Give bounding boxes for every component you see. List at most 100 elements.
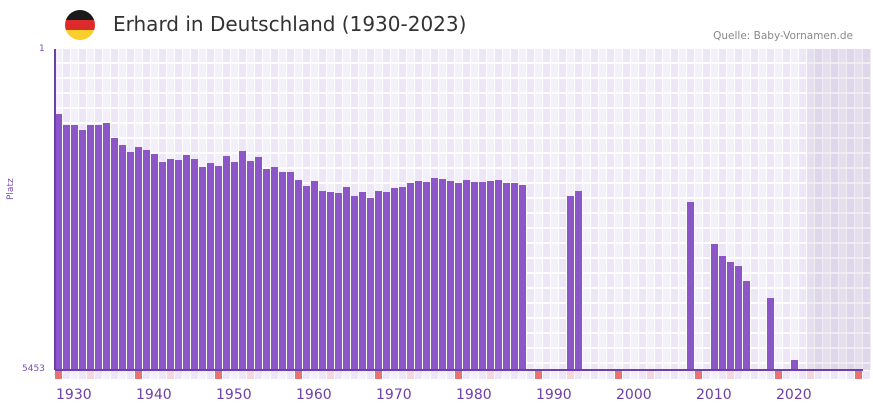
bar-1995[interactable]	[575, 191, 582, 370]
year-marker	[175, 371, 182, 379]
bar-1948[interactable]	[199, 167, 206, 370]
bar-1953[interactable]	[239, 151, 246, 370]
grid-column	[831, 49, 838, 370]
future-shade	[807, 49, 871, 370]
bar-1985[interactable]	[495, 180, 502, 370]
bar-2019[interactable]	[767, 298, 774, 370]
bar-1938[interactable]	[119, 145, 126, 370]
bar-1973[interactable]	[399, 187, 406, 370]
bar-1994[interactable]	[567, 196, 574, 370]
bar-1967[interactable]	[351, 196, 358, 370]
year-marker	[495, 371, 502, 379]
bar-1977[interactable]	[431, 178, 438, 370]
bar-1968[interactable]	[359, 192, 366, 370]
bar-1937[interactable]	[111, 138, 118, 370]
bar-2022[interactable]	[791, 359, 798, 370]
bar-1970[interactable]	[375, 191, 382, 370]
bar-1976[interactable]	[423, 182, 430, 370]
bar-1944[interactable]	[167, 159, 174, 370]
year-marker	[63, 371, 70, 379]
bar-2013[interactable]	[719, 256, 726, 370]
year-marker	[687, 371, 694, 379]
bar-1933[interactable]	[79, 130, 86, 370]
bar-1958[interactable]	[279, 172, 286, 370]
year-marker	[591, 371, 598, 379]
bar-1974[interactable]	[407, 183, 414, 370]
year-marker	[615, 371, 622, 379]
year-marker	[311, 371, 318, 379]
year-marker	[111, 371, 118, 379]
bar-2014[interactable]	[727, 262, 734, 370]
bar-1951[interactable]	[223, 156, 230, 370]
bar-1931[interactable]	[63, 125, 70, 370]
grid-column	[791, 49, 798, 370]
bar-1955[interactable]	[255, 157, 262, 370]
grid-column	[711, 49, 718, 370]
bar-1950[interactable]	[215, 166, 222, 370]
bar-1947[interactable]	[191, 159, 198, 370]
year-marker	[103, 371, 110, 379]
bar-1949[interactable]	[207, 163, 214, 370]
bar-1962[interactable]	[311, 181, 318, 370]
bar-1986[interactable]	[503, 183, 510, 370]
bar-1972[interactable]	[391, 188, 398, 370]
year-marker	[439, 371, 446, 379]
bar-1959[interactable]	[287, 172, 294, 370]
bar-1983[interactable]	[479, 182, 486, 370]
bar-1971[interactable]	[383, 192, 390, 370]
bar-2015[interactable]	[735, 266, 742, 370]
bar-1932[interactable]	[71, 125, 78, 370]
bar-1943[interactable]	[159, 162, 166, 370]
bar-1984[interactable]	[487, 181, 494, 370]
bar-1966[interactable]	[343, 187, 350, 370]
year-marker	[551, 371, 558, 379]
bar-1975[interactable]	[415, 181, 422, 370]
bar-1956[interactable]	[263, 169, 270, 370]
bar-1935[interactable]	[95, 125, 102, 370]
bar-1979[interactable]	[447, 181, 454, 370]
year-marker	[383, 371, 390, 379]
bar-1969[interactable]	[367, 198, 374, 370]
bar-1945[interactable]	[175, 160, 182, 370]
bar-1936[interactable]	[103, 123, 110, 370]
bar-1957[interactable]	[271, 167, 278, 370]
bar-1978[interactable]	[439, 179, 446, 370]
grid-column	[783, 49, 790, 370]
year-marker	[663, 371, 670, 379]
year-marker	[703, 371, 710, 379]
year-marker	[487, 371, 494, 379]
bar-2012[interactable]	[711, 244, 718, 370]
chart-title: Erhard in Deutschland (1930-2023)	[113, 12, 467, 36]
bar-1941[interactable]	[143, 150, 150, 370]
year-marker	[695, 371, 702, 379]
bar-1960[interactable]	[295, 180, 302, 370]
year-marker	[799, 371, 806, 379]
bar-1987[interactable]	[511, 183, 518, 370]
bar-1930[interactable]	[55, 114, 62, 370]
grid-column	[743, 49, 750, 370]
grid-column	[631, 49, 638, 370]
bar-1963[interactable]	[319, 191, 326, 370]
bar-1940[interactable]	[135, 147, 142, 370]
plot-area	[55, 49, 871, 370]
bar-1965[interactable]	[335, 193, 342, 370]
grid-column	[759, 49, 766, 370]
grid-column	[647, 49, 654, 370]
bar-1981[interactable]	[463, 180, 470, 370]
bar-1942[interactable]	[151, 154, 158, 370]
bar-2009[interactable]	[687, 202, 694, 370]
bar-1939[interactable]	[127, 152, 134, 370]
grid-column	[727, 49, 734, 370]
bar-1980[interactable]	[455, 183, 462, 370]
year-marker	[135, 371, 142, 379]
bar-1988[interactable]	[519, 185, 526, 370]
bar-2016[interactable]	[743, 281, 750, 370]
bar-1954[interactable]	[247, 161, 254, 370]
bar-1952[interactable]	[231, 162, 238, 370]
bar-1961[interactable]	[303, 186, 310, 370]
year-marker	[431, 371, 438, 379]
bar-1934[interactable]	[87, 125, 94, 370]
bar-1982[interactable]	[471, 182, 478, 370]
bar-1964[interactable]	[327, 192, 334, 370]
bar-1946[interactable]	[183, 155, 190, 370]
